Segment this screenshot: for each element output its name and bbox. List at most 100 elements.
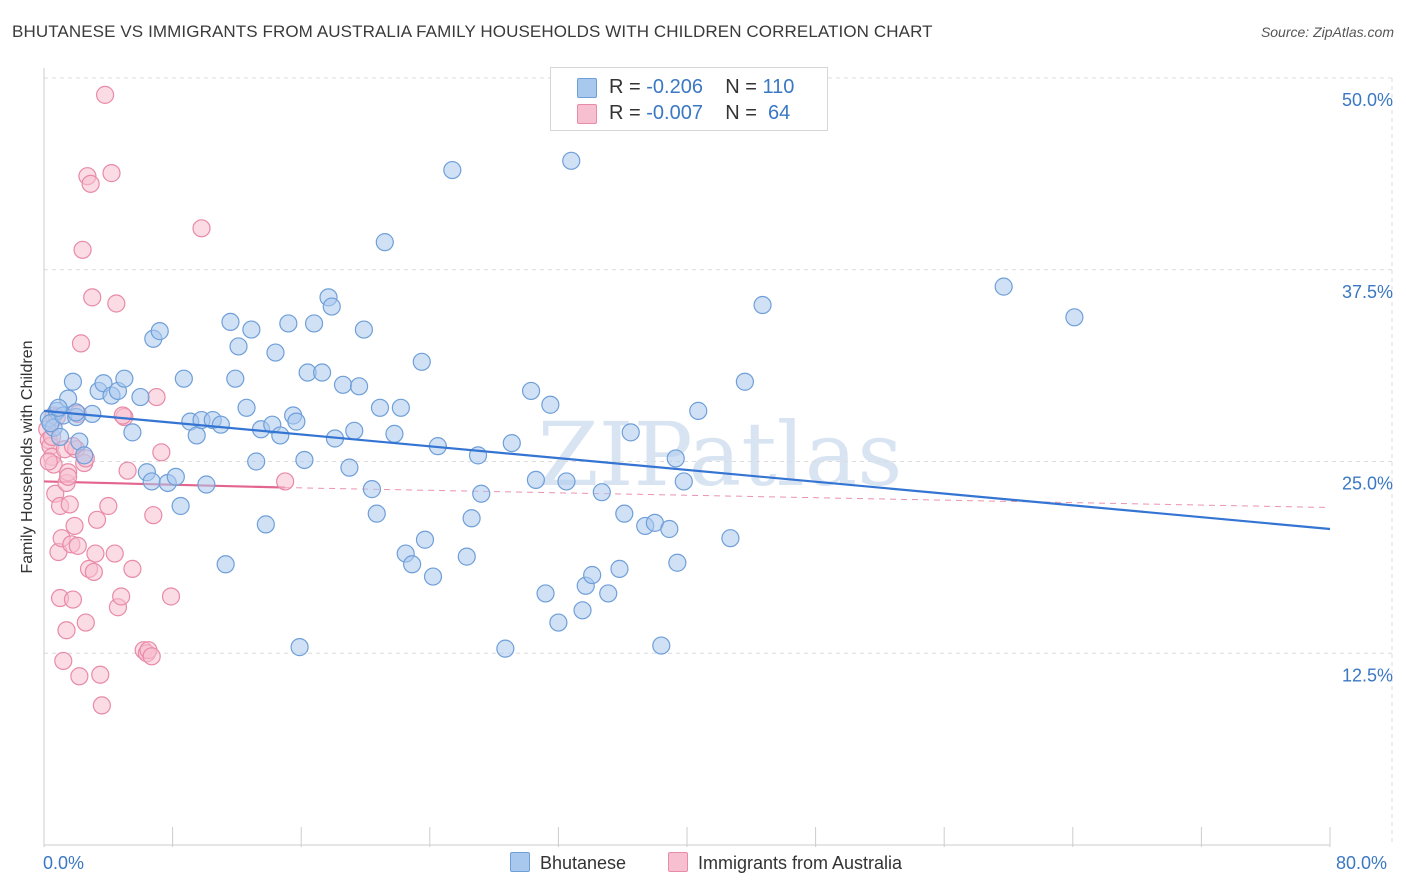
- data-point: [722, 530, 739, 547]
- watermark: ZIPatlas: [538, 403, 903, 506]
- data-point: [69, 537, 86, 554]
- y-tick-label: 25.0%: [1342, 474, 1393, 494]
- data-point: [60, 468, 77, 485]
- data-point: [661, 520, 678, 537]
- scatter-chart: ZIPatlas 12.5% 25.0% 37.5% 50.0%: [0, 0, 1406, 892]
- y-axis-label: Family Households with Children: [19, 341, 37, 574]
- data-point: [162, 588, 179, 605]
- data-point: [238, 399, 255, 416]
- data-point: [669, 554, 686, 571]
- data-point: [355, 321, 372, 338]
- data-point: [404, 556, 421, 573]
- data-point: [230, 338, 247, 355]
- data-point: [167, 468, 184, 485]
- n-label: N =: [725, 102, 762, 124]
- r-label: R =: [609, 102, 646, 124]
- gridlines: [44, 78, 1392, 845]
- data-point: [444, 162, 461, 179]
- data-point: [188, 427, 205, 444]
- data-point: [413, 353, 430, 370]
- data-point: [114, 407, 131, 424]
- data-point: [463, 510, 480, 527]
- data-point: [458, 548, 475, 565]
- data-point: [653, 637, 670, 654]
- legend-label: Immigrants from Australia: [698, 853, 902, 873]
- data-point: [473, 485, 490, 502]
- data-point: [93, 697, 110, 714]
- data-point: [523, 382, 540, 399]
- data-point: [40, 453, 57, 470]
- data-point: [87, 545, 104, 562]
- data-point: [542, 396, 559, 413]
- y-tick-label: 12.5%: [1342, 665, 1393, 685]
- data-point: [675, 473, 692, 490]
- data-point: [503, 435, 520, 452]
- data-point: [667, 450, 684, 467]
- x-tick-label-max: 80.0%: [1336, 853, 1387, 874]
- data-point: [616, 505, 633, 522]
- data-point: [85, 563, 102, 580]
- n-label: N =: [725, 76, 762, 98]
- data-point: [558, 473, 575, 490]
- data-point: [71, 668, 88, 685]
- data-point: [341, 459, 358, 476]
- data-point: [74, 241, 91, 258]
- y-tick-label: 50.0%: [1342, 90, 1393, 110]
- pink-swatch: [577, 104, 597, 124]
- data-point: [291, 639, 308, 656]
- data-point: [280, 315, 297, 332]
- y-tick-label: 37.5%: [1342, 282, 1393, 302]
- legend-item-bhutanese[interactable]: Bhutanese: [510, 852, 626, 874]
- correlation-legend: R = -0.206 N = 110 R = -0.007 N = 64: [550, 67, 828, 131]
- data-point: [172, 497, 189, 514]
- r-label: R =: [609, 76, 646, 98]
- data-point: [222, 313, 239, 330]
- data-point: [368, 505, 385, 522]
- data-point: [119, 462, 136, 479]
- data-point: [145, 507, 162, 524]
- data-point: [77, 614, 94, 631]
- data-point: [690, 402, 707, 419]
- data-point: [113, 588, 130, 605]
- data-point: [100, 497, 117, 514]
- y-tick-labels: 12.5% 25.0% 37.5% 50.0%: [1342, 90, 1393, 685]
- data-point: [175, 370, 192, 387]
- data-point: [537, 585, 554, 602]
- data-point: [386, 425, 403, 442]
- data-point: [257, 516, 274, 533]
- pink-swatch: [668, 852, 688, 872]
- data-point: [584, 567, 601, 584]
- data-point: [143, 648, 160, 665]
- data-point: [527, 471, 544, 488]
- data-point: [132, 389, 149, 406]
- data-point: [288, 413, 305, 430]
- data-point: [425, 568, 442, 585]
- legend-item-immigrants-from-australia[interactable]: Immigrants from Australia: [668, 852, 902, 874]
- data-point: [66, 517, 83, 534]
- data-point: [563, 152, 580, 169]
- data-point: [574, 602, 591, 619]
- r-value: -0.206: [646, 76, 703, 98]
- data-point: [193, 220, 210, 237]
- n-value: 110: [762, 76, 794, 98]
- data-point: [736, 373, 753, 390]
- data-point: [217, 556, 234, 573]
- data-point: [103, 165, 120, 182]
- data-point: [58, 622, 75, 639]
- n-value: 64: [762, 102, 790, 124]
- data-point: [212, 416, 229, 433]
- data-point: [143, 473, 160, 490]
- data-point: [151, 323, 168, 340]
- data-point: [1066, 309, 1083, 326]
- data-point: [611, 560, 628, 577]
- data-point: [72, 335, 89, 352]
- data-point: [622, 424, 639, 441]
- data-point: [995, 278, 1012, 295]
- data-point: [550, 614, 567, 631]
- data-point: [243, 321, 260, 338]
- data-point: [97, 86, 114, 103]
- data-point: [64, 591, 81, 608]
- data-point: [376, 234, 393, 251]
- data-point: [153, 444, 170, 461]
- data-point: [371, 399, 388, 416]
